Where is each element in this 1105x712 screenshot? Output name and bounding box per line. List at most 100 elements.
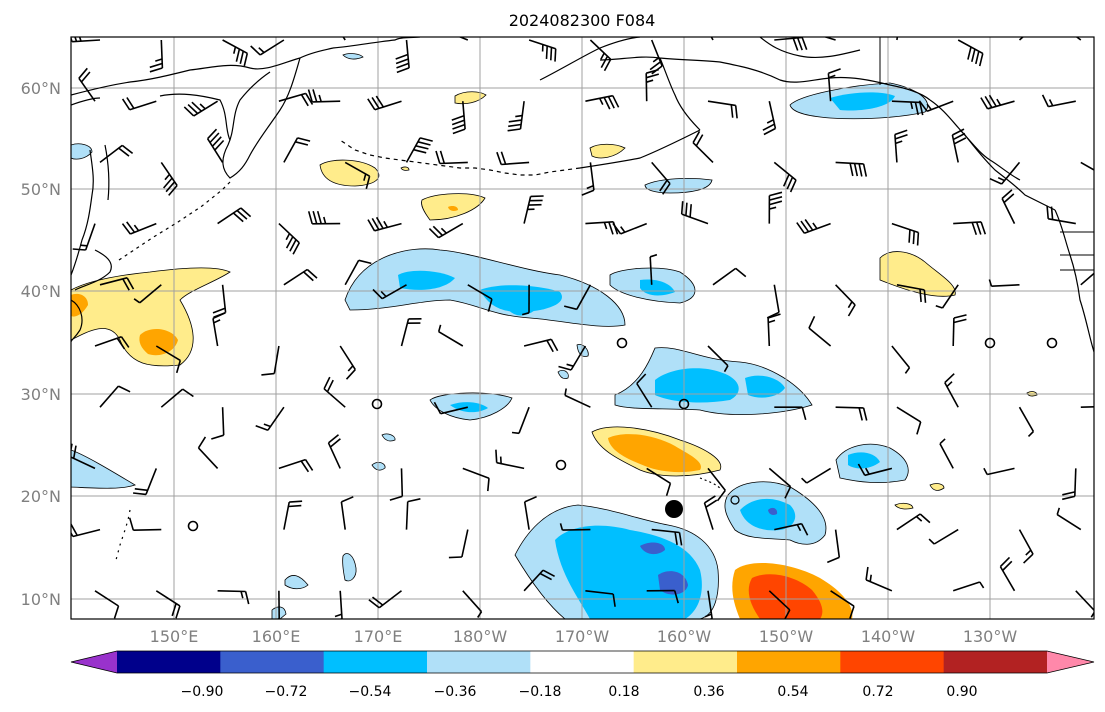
wind-barb xyxy=(327,434,341,469)
wind-barb xyxy=(433,401,468,415)
lat-label: 60°N xyxy=(21,79,61,98)
colorbar-tick-label: −0.90 xyxy=(181,684,224,700)
wind-barb xyxy=(564,388,591,408)
wind-barb xyxy=(1056,507,1082,531)
wind-barb xyxy=(222,39,249,67)
wind-barb xyxy=(307,89,341,103)
wind-barb xyxy=(250,39,285,56)
shading-negative-dark xyxy=(640,507,778,595)
wind-barb xyxy=(558,345,587,371)
colorbar-extend-low xyxy=(71,651,117,673)
wind-barb xyxy=(372,284,407,300)
wind-barb xyxy=(891,222,920,246)
wind-barb xyxy=(707,100,738,119)
colorbar-swatch xyxy=(323,651,428,673)
wind-barb xyxy=(1001,189,1016,224)
wind-barb xyxy=(830,590,855,619)
colorbar-swatch xyxy=(220,651,325,673)
colorbar-tick-label: −0.54 xyxy=(349,684,392,700)
wind-barb xyxy=(462,467,490,492)
wind-barb xyxy=(1075,590,1094,618)
lon-label: 140°W xyxy=(861,627,916,646)
wind-barb xyxy=(989,161,1021,185)
colorbar-tick-label: 0.36 xyxy=(693,684,724,700)
wind-barb xyxy=(71,443,96,470)
wind-barb xyxy=(896,513,931,531)
wind-barb xyxy=(896,37,899,41)
wind-barb xyxy=(217,207,252,225)
wind-barb xyxy=(71,523,101,538)
wind-barb xyxy=(767,313,781,347)
wind-barb xyxy=(951,128,967,163)
wind-barb xyxy=(768,467,792,499)
wind-barb xyxy=(283,500,303,530)
wind-barb xyxy=(1041,94,1076,108)
lon-label: 170°E xyxy=(354,627,403,646)
wind-barb xyxy=(495,449,525,470)
wind-barb xyxy=(94,335,130,350)
wind-barb xyxy=(523,195,544,224)
wind-barb xyxy=(835,161,868,177)
wind-barb xyxy=(935,284,959,309)
graticule xyxy=(71,37,1094,619)
wind-barb xyxy=(768,191,783,224)
map-panel xyxy=(70,36,1095,620)
wind-barb xyxy=(896,284,927,303)
wind-barb xyxy=(636,373,653,408)
wind-barb xyxy=(507,101,525,132)
wind-barb xyxy=(774,406,807,421)
wind-barb xyxy=(183,100,219,117)
wind-barb xyxy=(340,496,354,530)
map-border xyxy=(70,36,1095,620)
wind-barb xyxy=(703,495,718,530)
wind-barb xyxy=(155,345,182,374)
colorbar xyxy=(70,650,1095,674)
wind-barb xyxy=(1018,406,1035,437)
colorbar-tick-label: 0.18 xyxy=(608,684,639,700)
lon-label: 170°W xyxy=(555,627,610,646)
wind-barb xyxy=(72,223,96,251)
colorbar-swatch xyxy=(737,651,841,673)
wind-barb xyxy=(651,161,671,195)
wind-barb xyxy=(511,406,530,435)
wind-barb xyxy=(78,67,96,102)
wind-barb xyxy=(835,284,856,317)
colorbar-swatch xyxy=(840,651,945,673)
wind-barb xyxy=(768,590,791,619)
wind-barb xyxy=(278,458,314,473)
wind-barb xyxy=(988,279,1020,287)
wind-barb xyxy=(1080,405,1094,408)
wind-barb xyxy=(395,39,410,74)
wind-barb xyxy=(585,94,620,110)
wind-barb xyxy=(133,284,162,304)
wind-barb xyxy=(1018,529,1034,564)
wind-barb xyxy=(1046,205,1076,225)
colorbar-tick-label: 0.72 xyxy=(862,684,893,700)
wind-barb xyxy=(261,345,280,376)
wind-barb xyxy=(523,495,537,530)
wind-barb xyxy=(344,259,372,286)
lon-label: 150°W xyxy=(759,627,814,646)
wind-barb xyxy=(523,569,555,592)
wind-barb xyxy=(155,590,181,619)
wind-barb xyxy=(128,517,162,531)
wind-barb xyxy=(891,345,911,374)
wind-barb xyxy=(160,388,194,408)
coastlines xyxy=(71,37,1094,561)
wind-barb xyxy=(559,523,591,531)
lat-label: 30°N xyxy=(21,385,61,404)
colorbar-tick-label: −0.36 xyxy=(434,684,477,700)
wind-barb xyxy=(435,150,468,165)
wind-barb xyxy=(707,467,726,502)
wind-barb xyxy=(952,314,967,347)
colorbar-swatch xyxy=(633,651,738,673)
colorbar-extend-high xyxy=(1047,651,1094,673)
wind-barb xyxy=(983,467,1015,476)
longitude-labels: 150°E 160°E 170°E 180°W 170°W 160°W 150°… xyxy=(150,627,1018,646)
wind-barb xyxy=(712,267,747,286)
wind-barb xyxy=(428,222,464,239)
wind-barb xyxy=(826,529,841,564)
wind-barb xyxy=(389,468,404,501)
latitude-labels: 60°N 50°N 40°N 30°N 20°N 10°N xyxy=(21,79,61,609)
